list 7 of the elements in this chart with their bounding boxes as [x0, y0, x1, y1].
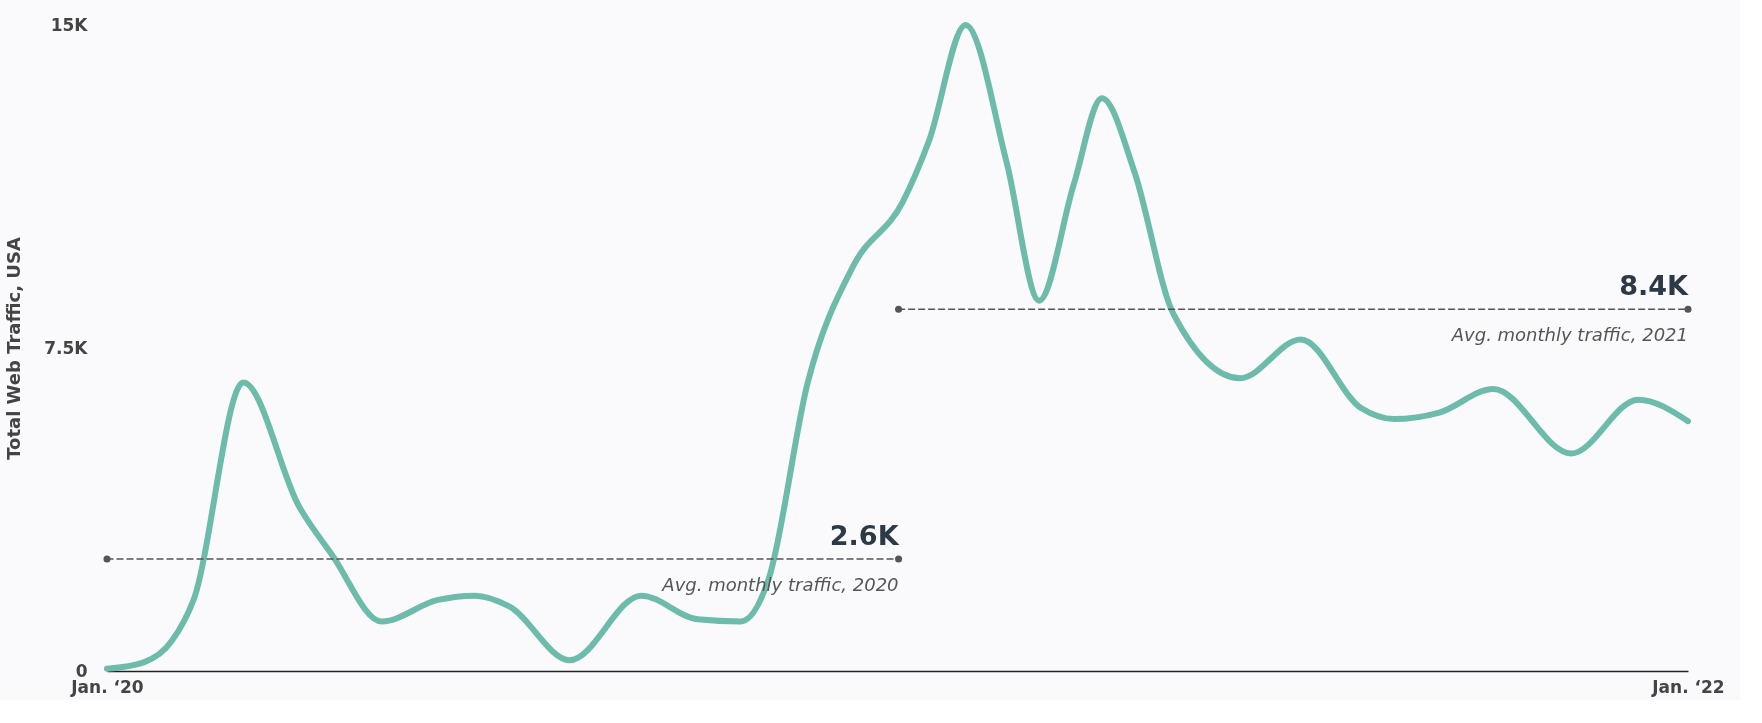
- annotation: 2.6K: [829, 520, 900, 552]
- y-axis-title: Total Web Traffic, USA: [3, 237, 25, 460]
- y-tick-label: 15K: [50, 14, 89, 35]
- annotation: 8.4K: [1619, 270, 1690, 302]
- x-tick-label: Jan. ‘22: [1651, 676, 1725, 697]
- annotation: Avg. monthly traffic, 2021: [1450, 324, 1688, 346]
- y-tick-label: 7.5K: [44, 337, 89, 358]
